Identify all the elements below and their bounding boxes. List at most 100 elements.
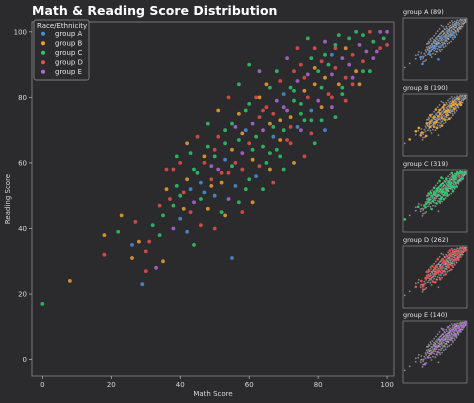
facet-background-point <box>432 273 434 275</box>
x-tick-label: 40 <box>176 381 185 389</box>
facet-background-point <box>462 20 465 23</box>
facet-background-point <box>450 96 453 98</box>
data-point <box>257 164 262 169</box>
data-point <box>278 154 283 159</box>
facet-background-point <box>438 35 440 38</box>
data-point <box>237 82 241 87</box>
facet-background-point <box>446 42 449 45</box>
data-point <box>381 36 386 41</box>
facet-background-point <box>440 120 443 123</box>
facet-background-point <box>464 96 467 98</box>
facet-point <box>436 350 440 354</box>
facet-background-point <box>436 43 439 46</box>
facet-point <box>445 177 448 180</box>
data-point <box>385 43 389 47</box>
facet-background-point <box>458 325 461 328</box>
data-point <box>226 95 231 100</box>
data-point <box>323 39 327 44</box>
facet-panel: group E (140) <box>402 311 468 384</box>
facet-background-point <box>453 112 456 114</box>
facet-point <box>434 192 437 195</box>
facet-background-point <box>424 54 427 57</box>
facet-point <box>446 326 450 329</box>
facet-background-point <box>441 351 443 354</box>
facet-panel: group B (190) <box>402 84 468 157</box>
facet-background-point <box>433 277 435 280</box>
facet-point <box>445 113 449 116</box>
data-point <box>164 167 169 172</box>
facet-background-point <box>444 338 447 341</box>
facet-panel: group C (319) <box>402 160 468 233</box>
facet-background-point <box>435 45 438 47</box>
facet-background-point <box>436 30 439 33</box>
facet-background-point <box>430 48 433 51</box>
facet-background-point <box>463 18 466 21</box>
data-point <box>261 108 265 113</box>
facet-point <box>451 32 454 35</box>
facet-background-point <box>452 38 454 41</box>
facet-background-point <box>448 258 451 261</box>
facet-background-point <box>417 203 420 205</box>
data-point <box>230 121 234 126</box>
facet-point <box>429 46 433 49</box>
data-point <box>68 279 72 283</box>
facet-background-point <box>439 50 442 53</box>
facet-point <box>431 199 435 203</box>
facet-background-point <box>431 37 434 39</box>
facet-background-point <box>444 116 446 118</box>
facet-background-point <box>440 24 443 27</box>
facet-background-point <box>444 121 447 123</box>
facet-background-point <box>441 113 444 115</box>
legend-marker <box>41 69 45 74</box>
data-point <box>316 98 321 103</box>
data-point <box>364 49 369 54</box>
facet-title: group B (190) <box>403 84 448 92</box>
facet-point <box>458 329 462 333</box>
facet-background-point <box>460 97 462 99</box>
facet-background-point <box>442 345 445 348</box>
facet-background-point <box>417 354 420 356</box>
facet-background-point <box>447 260 449 263</box>
facet-background-point <box>448 332 451 334</box>
data-point <box>357 82 362 87</box>
facet-background-point <box>438 37 441 40</box>
data-point <box>247 141 252 146</box>
facet-title: group A (89) <box>403 8 444 16</box>
facet-background-point <box>436 119 439 122</box>
facet-background-point <box>441 276 443 279</box>
data-point <box>374 49 379 54</box>
facet-point <box>453 35 457 39</box>
facet-background-point <box>447 338 450 341</box>
facet-background-point <box>449 21 451 24</box>
facet-point <box>441 270 445 273</box>
facet-background-point <box>431 113 434 115</box>
facet-point <box>420 279 423 283</box>
facet-background-point <box>442 36 445 38</box>
data-point <box>323 128 327 133</box>
data-point <box>188 151 193 156</box>
facet-point <box>451 264 454 267</box>
data-point <box>130 256 134 260</box>
facet-background-point <box>441 186 443 189</box>
facet-background-point <box>448 105 451 107</box>
facet-background-point <box>434 129 437 132</box>
facet-background-point <box>446 340 448 343</box>
facet-background-point <box>442 46 445 49</box>
facet-background-point <box>442 349 445 352</box>
data-point <box>292 161 296 165</box>
facet-background-point <box>439 345 442 348</box>
facet-background-point <box>452 97 454 100</box>
facet-background-point <box>446 40 448 43</box>
facet-background-point <box>446 260 449 262</box>
facet-background-point <box>451 36 454 39</box>
facet-background-point <box>455 32 457 34</box>
data-point <box>361 59 365 64</box>
facet-point <box>426 355 430 359</box>
facet-background-point <box>425 46 428 49</box>
facet-background-point <box>431 119 434 122</box>
facet-background-point <box>430 202 432 205</box>
facet-background-point <box>459 246 462 249</box>
facet-point <box>464 321 468 325</box>
